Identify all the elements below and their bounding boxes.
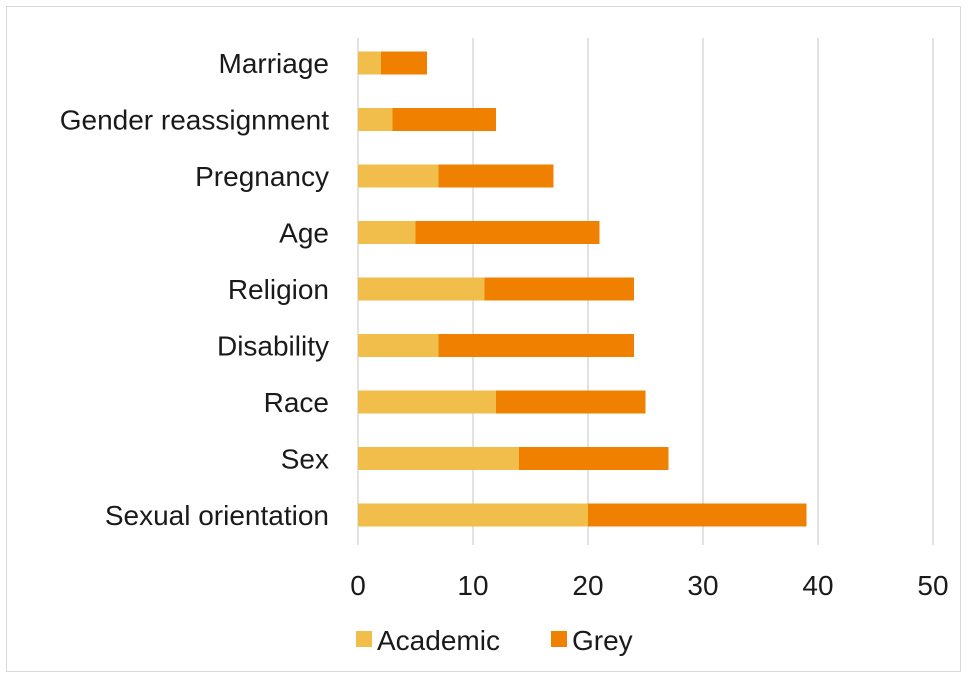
legend-swatch-academic (356, 631, 372, 647)
legend-label-grey: Grey (572, 625, 633, 656)
bar-sexual-orientation-grey (588, 503, 807, 527)
x-tick-label-30: 30 (687, 570, 718, 601)
category-label-race: Race (264, 387, 329, 418)
category-label-sex: Sex (281, 444, 329, 475)
bars (358, 51, 807, 527)
bar-gender-reassignment-academic (358, 108, 393, 131)
legend-swatch-grey (551, 631, 567, 647)
category-label-age: Age (279, 218, 329, 249)
bar-sex-academic (358, 447, 519, 470)
category-label-pregnancy: Pregnancy (195, 161, 329, 192)
category-label-religion: Religion (228, 274, 329, 305)
bar-religion-academic (358, 277, 485, 301)
bar-religion-grey (484, 277, 634, 301)
bar-race-grey (496, 390, 646, 414)
bar-sexual-orientation-academic (358, 503, 588, 527)
x-axis-tick-labels: 0 10 20 30 40 50 (350, 570, 948, 601)
bar-marriage-grey (381, 51, 427, 75)
category-label-disability: Disability (217, 331, 329, 362)
x-tick-label-40: 40 (802, 570, 833, 601)
bar-sex-grey (519, 447, 669, 470)
legend-label-academic: Academic (377, 625, 500, 656)
bar-disability-grey (438, 334, 634, 357)
category-label-marriage: Marriage (219, 48, 329, 79)
x-tick-label-10: 10 (457, 570, 488, 601)
bar-marriage-academic (358, 51, 381, 75)
category-label-gender-reassignment: Gender reassignment (60, 105, 329, 136)
bar-age-grey (415, 221, 600, 244)
category-label-sexual-orientation: Sexual orientation (105, 500, 329, 531)
bar-age-academic (358, 221, 416, 244)
bar-disability-academic (358, 334, 439, 357)
x-tick-label-50: 50 (917, 570, 948, 601)
x-tick-label-20: 20 (572, 570, 603, 601)
bar-pregnancy-grey (438, 164, 554, 188)
bar-pregnancy-academic (358, 164, 439, 188)
x-tick-label-0: 0 (350, 570, 366, 601)
bar-gender-reassignment-grey (392, 108, 496, 131)
bar-race-academic (358, 390, 496, 414)
legend: Academic Grey (356, 625, 633, 656)
category-labels: Marriage Gender reassignment Pregnancy Age R… (60, 48, 329, 531)
